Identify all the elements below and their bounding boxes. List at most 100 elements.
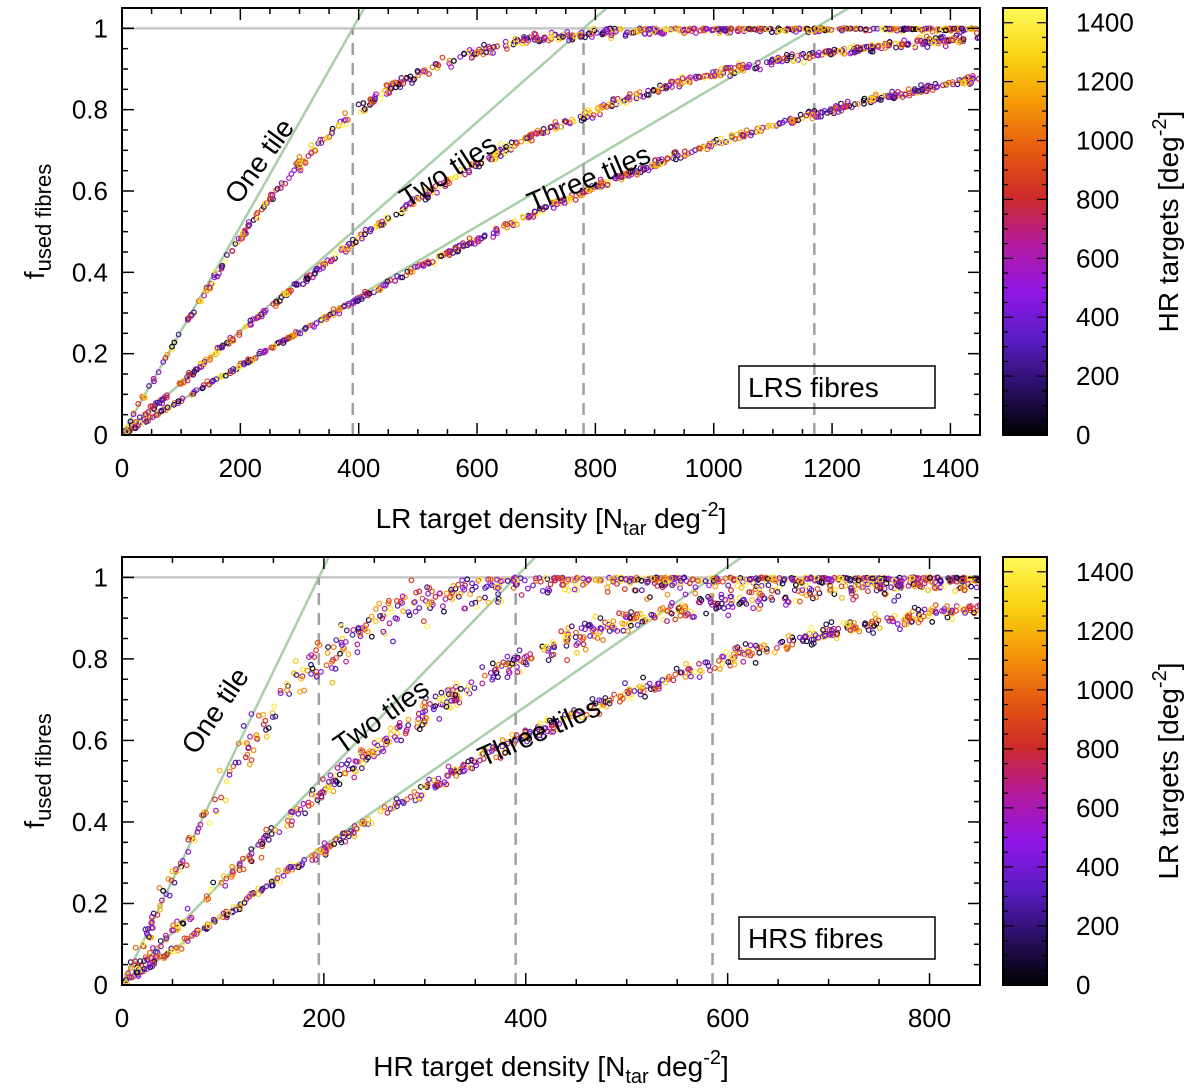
data-point bbox=[534, 35, 541, 41]
data-point bbox=[223, 252, 230, 258]
colorbar-tick-label: 1200 bbox=[1076, 616, 1134, 646]
data-point bbox=[399, 798, 406, 805]
data-point bbox=[945, 36, 951, 43]
data-point bbox=[499, 737, 506, 744]
data-point bbox=[639, 683, 646, 689]
data-point bbox=[580, 189, 587, 196]
y-tick-label: 0.6 bbox=[72, 176, 108, 206]
data-point bbox=[839, 27, 845, 34]
data-point bbox=[728, 26, 735, 32]
legend-label: LRS fibres bbox=[748, 372, 879, 403]
data-point bbox=[592, 613, 599, 620]
data-point bbox=[795, 117, 801, 124]
data-point bbox=[212, 807, 219, 814]
data-point bbox=[820, 627, 826, 633]
data-point bbox=[394, 598, 400, 604]
data-point bbox=[387, 805, 394, 812]
data-point bbox=[640, 165, 646, 172]
data-point bbox=[425, 259, 432, 266]
data-point bbox=[857, 45, 864, 51]
data-point bbox=[603, 103, 610, 110]
data-point bbox=[552, 119, 559, 125]
data-point bbox=[865, 43, 872, 50]
data-point bbox=[634, 622, 641, 628]
data-point bbox=[809, 49, 816, 56]
data-point bbox=[725, 138, 732, 145]
curve-label: Three tiles bbox=[473, 691, 605, 772]
data-point bbox=[208, 886, 214, 893]
data-point bbox=[851, 623, 857, 630]
data-point bbox=[313, 647, 320, 654]
data-point bbox=[833, 635, 840, 642]
data-point bbox=[341, 770, 348, 777]
data-point bbox=[497, 153, 504, 159]
data-point bbox=[361, 624, 368, 631]
data-point bbox=[854, 44, 861, 51]
data-point bbox=[589, 696, 596, 702]
data-point bbox=[586, 576, 592, 583]
data-point bbox=[599, 31, 606, 38]
data-point bbox=[705, 662, 712, 669]
data-point bbox=[424, 784, 430, 791]
data-point bbox=[397, 274, 404, 281]
data-point bbox=[277, 687, 284, 694]
data-point bbox=[333, 836, 339, 842]
data-point bbox=[718, 591, 725, 598]
data-point bbox=[479, 680, 486, 687]
data-point bbox=[814, 586, 821, 592]
data-point bbox=[558, 628, 565, 635]
data-point bbox=[756, 649, 763, 656]
data-point bbox=[844, 98, 851, 105]
data-point bbox=[490, 234, 497, 240]
data-point bbox=[745, 25, 752, 32]
data-point bbox=[740, 67, 747, 74]
data-point bbox=[666, 673, 672, 680]
data-point bbox=[409, 268, 416, 275]
data-point bbox=[297, 806, 304, 813]
data-point bbox=[396, 720, 403, 726]
data-point bbox=[235, 235, 242, 242]
data-point bbox=[416, 726, 423, 733]
data-point bbox=[469, 580, 476, 587]
data-point bbox=[715, 578, 722, 585]
data-point bbox=[299, 666, 306, 673]
data-point bbox=[823, 621, 830, 628]
data-point bbox=[886, 25, 893, 32]
data-point bbox=[392, 84, 399, 91]
data-point bbox=[191, 930, 197, 937]
data-point bbox=[806, 630, 813, 637]
data-point bbox=[729, 133, 735, 139]
data-point bbox=[572, 196, 579, 203]
data-point bbox=[652, 157, 658, 164]
data-point bbox=[847, 577, 853, 584]
data-point bbox=[441, 779, 448, 786]
data-point bbox=[748, 589, 755, 596]
data-point bbox=[237, 904, 244, 911]
data-point bbox=[872, 611, 878, 617]
data-point bbox=[748, 132, 754, 139]
data-point bbox=[503, 143, 510, 150]
data-point bbox=[255, 712, 262, 719]
data-point bbox=[542, 725, 549, 732]
data-point bbox=[768, 594, 775, 601]
data-point bbox=[502, 661, 509, 668]
data-point bbox=[893, 44, 899, 51]
data-point bbox=[796, 634, 803, 641]
data-point bbox=[540, 733, 547, 740]
data-point bbox=[163, 891, 170, 897]
data-point bbox=[210, 916, 217, 923]
data-point bbox=[248, 858, 255, 865]
data-point bbox=[510, 220, 517, 227]
colorbar-tick-label: 1400 bbox=[1076, 8, 1134, 38]
data-point bbox=[897, 626, 903, 633]
data-point bbox=[533, 729, 539, 736]
data-point bbox=[179, 858, 186, 864]
data-point bbox=[518, 592, 525, 598]
data-point bbox=[179, 395, 186, 402]
data-point bbox=[269, 191, 276, 198]
scatter-points bbox=[122, 574, 980, 985]
linear-guide-line bbox=[122, 557, 331, 985]
data-point bbox=[442, 183, 449, 190]
x-axis-title: HR target density [Ntar deg-2] bbox=[373, 1047, 729, 1088]
data-point bbox=[197, 821, 204, 828]
